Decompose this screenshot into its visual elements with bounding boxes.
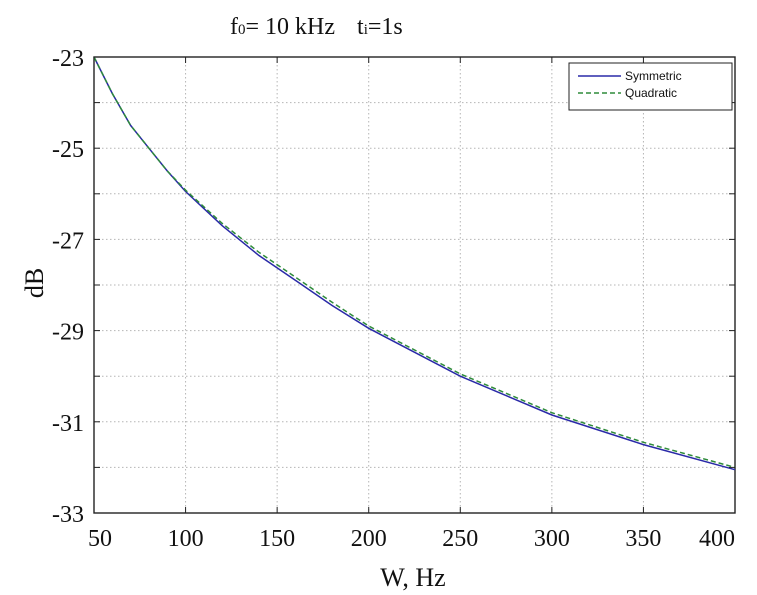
title-t-rest: =1s xyxy=(368,14,403,40)
x-tick-label: 50 xyxy=(88,526,112,552)
y-tick-label: -29 xyxy=(52,320,84,346)
legend-label-quadratic: Quadratic xyxy=(625,86,677,100)
x-tick-label: 150 xyxy=(259,526,295,552)
x-tick-label: 200 xyxy=(351,526,387,552)
x-axis-label: W, Hz xyxy=(380,563,445,592)
title-f-sub: 0 xyxy=(238,22,246,38)
series-line-symmetric xyxy=(94,57,735,470)
legend-label-symmetric: Symmetric xyxy=(625,69,682,83)
y-tick-label: -33 xyxy=(52,502,84,528)
x-ticks: 50 100 150 200 250 300 350 400 xyxy=(88,57,735,552)
chart-title: f0= 10 kHz ti=1s xyxy=(230,14,403,40)
y-tick-label: -23 xyxy=(52,46,84,72)
x-tick-label: 100 xyxy=(168,526,204,552)
grid xyxy=(94,57,735,513)
y-axis-label: dB xyxy=(20,268,49,298)
series-group xyxy=(94,57,735,470)
x-tick-label: 350 xyxy=(625,526,661,552)
x-tick-label: 400 xyxy=(699,526,735,552)
y-tick-label: -31 xyxy=(52,411,84,437)
x-tick-label: 250 xyxy=(442,526,478,552)
title-f-main: f xyxy=(230,14,238,40)
y-ticks: -23 -25 -27 -29 -31 -33 xyxy=(52,46,735,528)
y-tick-label: -27 xyxy=(52,228,84,254)
legend: Symmetric Quadratic xyxy=(569,63,732,110)
y-tick-label: -25 xyxy=(52,137,84,163)
title-f-rest: = 10 kHz xyxy=(246,14,336,40)
x-tick-label: 300 xyxy=(534,526,570,552)
series-line-quadratic xyxy=(94,57,735,467)
